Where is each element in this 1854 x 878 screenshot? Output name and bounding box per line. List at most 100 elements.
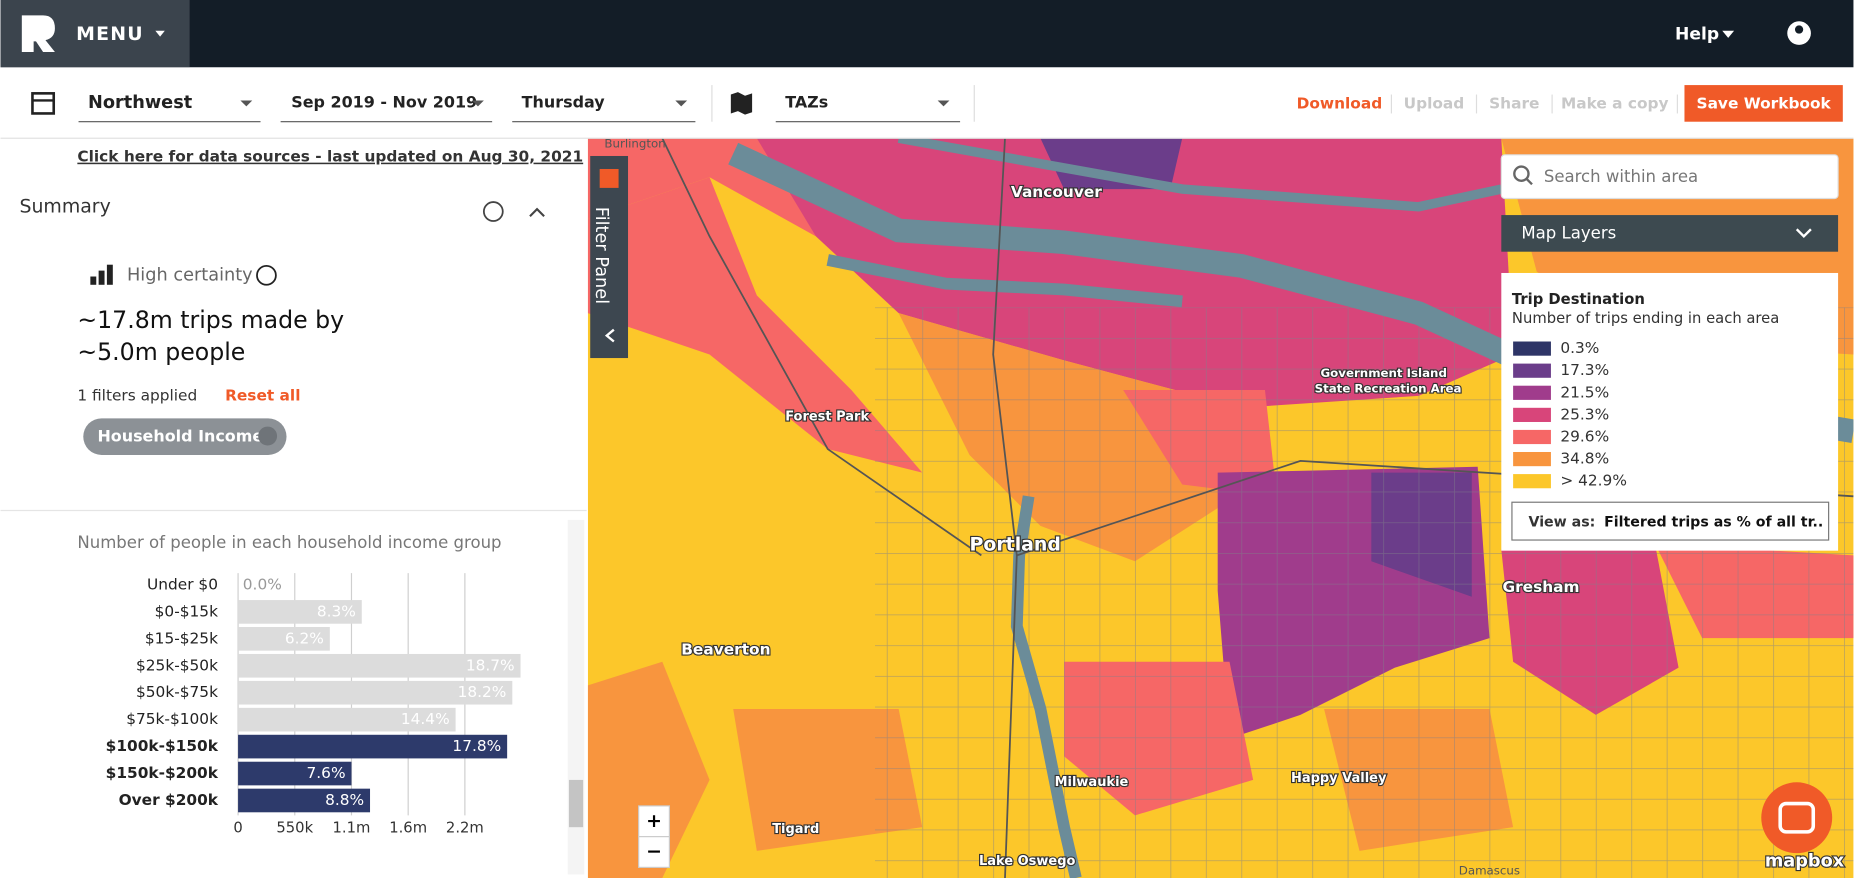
search-icon — [1525, 177, 1533, 186]
logo — [21, 15, 55, 52]
data-label: 17.8% — [452, 737, 501, 755]
data-label: 18.7% — [466, 656, 515, 674]
collapse-icon[interactable] — [529, 207, 545, 218]
data-label: 8.8% — [325, 791, 364, 809]
bar — [238, 680, 513, 705]
help-menu[interactable]: Help — [1675, 24, 1719, 44]
toolbar — [0, 67, 1854, 139]
legend-label: 0.3% — [1560, 339, 1599, 357]
place: Beaverton — [681, 640, 770, 658]
legend-subtitle: Number of trips ending in each area — [1512, 310, 1779, 327]
y-tick-label: $100k-$150k — [106, 737, 219, 755]
certainty-icon — [90, 276, 97, 285]
caret — [675, 100, 688, 107]
place: Lake Oswego — [979, 854, 1076, 869]
bar — [238, 707, 456, 732]
summary-heading: Summary — [19, 195, 110, 217]
certainty-label: High certainty — [127, 265, 253, 285]
user-icon-head — [1794, 25, 1804, 34]
region-dropdown[interactable]: Northwest — [88, 93, 193, 113]
menu-label: MENU — [76, 23, 144, 45]
filter-panel-label: Filter Panel — [591, 207, 611, 304]
legend-swatch — [1513, 451, 1551, 467]
data-sources-link[interactable]: Click here for data sources - last updat… — [77, 148, 583, 166]
dropdowns: Northwest Sep 2019 - Nov 2019 Thursday T… — [78, 85, 975, 123]
place: Tigard — [772, 822, 819, 837]
upload-button[interactable]: Upload — [1404, 94, 1465, 112]
legend-swatch — [1513, 429, 1551, 445]
filter-chip[interactable] — [83, 418, 287, 455]
certainty-icon — [106, 264, 113, 285]
caret — [155, 30, 165, 37]
copy-button[interactable]: Make a copy — [1561, 94, 1669, 112]
certainty-icon — [98, 270, 105, 285]
geography-dropdown[interactable]: TAZs — [785, 92, 828, 111]
place: State Recreation Area — [1315, 381, 1462, 395]
download-button[interactable]: Download — [1297, 94, 1383, 112]
bar — [238, 600, 362, 624]
place: Gresham — [1502, 578, 1579, 596]
legend-swatch — [1513, 341, 1551, 356]
map-icon — [730, 92, 753, 115]
scrollbar-thumb[interactable] — [568, 779, 584, 828]
save-button[interactable] — [1684, 85, 1843, 122]
legend: Trip Destination Number of trips ending … — [1501, 272, 1839, 551]
data-label: 18.2% — [458, 683, 507, 701]
share-button[interactable]: Share — [1489, 94, 1539, 112]
trips-summary: ~17.8m trips made by — [77, 306, 344, 334]
y-tick-label: Over $200k — [119, 791, 219, 809]
data-label: 7.6% — [307, 764, 346, 782]
place: Damascus — [1459, 863, 1520, 877]
chart-title: Number of people in each household incom… — [77, 533, 501, 552]
region — [587, 661, 710, 878]
x-tick-label: 0 — [233, 819, 242, 836]
filters-count: 1 filters applied — [77, 386, 197, 404]
chat-icon — [1778, 801, 1816, 834]
filter-panel-tab[interactable] — [590, 155, 629, 359]
legend-label: 34.8% — [1560, 450, 1609, 468]
search-placeholder: Search within area — [1544, 167, 1698, 186]
info-icon[interactable] — [482, 201, 504, 222]
data-label: 6.2% — [285, 629, 324, 647]
caret — [937, 100, 950, 107]
people-summary: ~5.0m people — [77, 338, 245, 366]
view-as-select[interactable] — [1511, 501, 1830, 541]
search-icon — [1513, 165, 1530, 182]
info-icon[interactable] — [256, 264, 277, 286]
legend-label: > 42.9% — [1560, 472, 1627, 490]
bar — [238, 653, 521, 678]
search-box[interactable] — [1500, 154, 1839, 200]
y-tick-label: $15-$25k — [145, 629, 218, 647]
map[interactable]: Vancouver Portland Beaverton Gresham Mil… — [587, 137, 1854, 878]
top-bar — [0, 0, 1854, 68]
data-label: 0.0% — [243, 575, 282, 593]
y-tick-label: Under $0 — [147, 575, 218, 593]
river — [897, 138, 1503, 212]
data-label: 14.4% — [401, 710, 450, 728]
day-dropdown[interactable]: Thursday — [522, 92, 606, 111]
legend-title: Trip Destination — [1512, 291, 1645, 308]
chip-remove[interactable] — [258, 426, 278, 446]
y-tick-label: $150k-$200k — [106, 764, 219, 782]
place: Portland — [970, 533, 1061, 555]
map-layers-bar[interactable] — [1501, 215, 1839, 252]
bar — [238, 788, 371, 813]
legend-swatch — [1513, 385, 1551, 400]
x-tick-label: 2.2m — [446, 819, 484, 836]
chip-label: Household Income — [97, 427, 263, 446]
y-tick-label: $25k-$50k — [136, 656, 218, 674]
date-dropdown[interactable]: Sep 2019 - Nov 2019 — [291, 92, 477, 111]
zoom-out-icon: − — [646, 841, 662, 863]
y-tick-label: $50k-$75k — [136, 683, 218, 701]
reset-button[interactable]: Reset all — [225, 386, 300, 404]
chevron — [1795, 228, 1812, 239]
chat-button[interactable] — [1761, 782, 1833, 854]
highway — [661, 138, 982, 557]
place: Vancouver — [1011, 183, 1102, 201]
y-tick-label: $75k-$100k — [126, 710, 218, 728]
zoom-out[interactable] — [638, 836, 670, 868]
bar — [238, 734, 508, 759]
x-tick-label: 550k — [276, 819, 313, 836]
caret — [472, 100, 484, 107]
